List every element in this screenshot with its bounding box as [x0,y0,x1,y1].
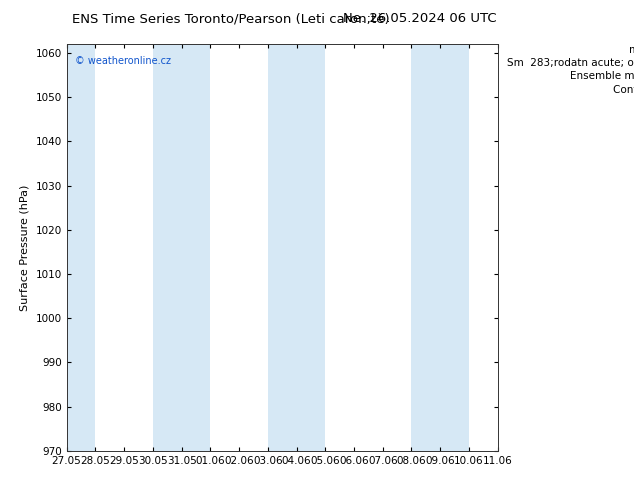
Bar [67,44,95,451]
Bar [411,44,469,451]
Y-axis label: Surface Pressure (hPa): Surface Pressure (hPa) [20,184,30,311]
Text: © weatheronline.cz: © weatheronline.cz [75,56,171,66]
Bar [268,44,325,451]
Text: Ne. 26.05.2024 06 UTC: Ne. 26.05.2024 06 UTC [343,12,497,25]
Text: ENS Time Series Toronto/Pearson (Leti caron;tě): ENS Time Series Toronto/Pearson (Leti ca… [72,12,389,25]
Legend: min/max, Sm  283;rodatn acute; odchylka, Ensemble mean run, Controll run: min/max, Sm 283;rodatn acute; odchylka, … [507,45,634,95]
Bar [153,44,210,451]
